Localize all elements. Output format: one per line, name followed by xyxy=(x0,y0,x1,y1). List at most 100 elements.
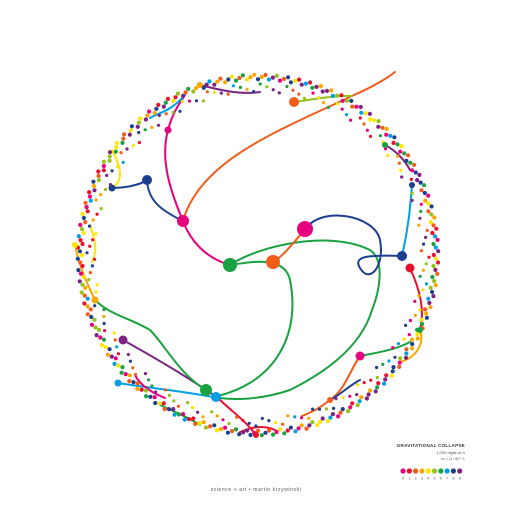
ring-digit-dot xyxy=(341,396,345,400)
ring-digit-dot xyxy=(334,397,338,401)
ring-digit-dot xyxy=(147,109,152,114)
ring-digit-dot xyxy=(94,232,98,236)
ring-digit-dot xyxy=(173,95,178,100)
ring-digit-dot xyxy=(84,205,89,210)
ring-digit-dot xyxy=(430,274,435,280)
ring-digit-dot xyxy=(127,132,132,137)
ring-digit-dot xyxy=(422,190,427,196)
ring-digit-dot xyxy=(212,90,216,94)
ring-digit-dot xyxy=(432,234,438,239)
ring-digit-dot xyxy=(265,85,269,89)
ring-digit-dot xyxy=(139,387,144,392)
ring-digit-dot xyxy=(348,394,352,398)
ring-digit-dot xyxy=(317,419,323,424)
ring-digit-dot xyxy=(420,321,425,327)
ring-digit-dot xyxy=(311,91,315,95)
ring-digit-dot xyxy=(267,419,271,423)
ring-digit-dot xyxy=(120,365,125,370)
ring-digit-dot xyxy=(156,123,161,127)
ring-digit-dot xyxy=(431,294,436,299)
digit-color-label: 2 xyxy=(415,477,417,481)
ring-digit-dot xyxy=(258,82,262,86)
ring-digit-dot xyxy=(76,268,81,273)
ring-digit-dot xyxy=(193,421,198,426)
ring-digit-dot xyxy=(115,345,119,349)
ring-digit-dot xyxy=(425,228,429,232)
ring-digit-dot xyxy=(201,415,205,419)
ring-digit-dot xyxy=(196,410,200,414)
ring-digit-dot xyxy=(101,163,106,169)
ring-digit-dot xyxy=(409,177,413,181)
legend-title: GRAVITATIONAL COLLAPSE xyxy=(396,443,465,448)
digit-color-swatch xyxy=(425,468,431,474)
ring-digit-dot xyxy=(392,135,397,140)
collapse-node xyxy=(409,182,415,188)
ring-digit-dot xyxy=(335,93,340,98)
collapse-node xyxy=(164,126,172,134)
ring-digit-dot xyxy=(368,117,373,122)
ring-digit-dot xyxy=(80,263,85,269)
ring-digit-dot xyxy=(218,76,223,81)
ring-digit-dot xyxy=(127,379,132,384)
collapse-node xyxy=(91,296,99,304)
ring-digit-dot xyxy=(248,75,253,80)
ring-digit-dot xyxy=(419,188,424,193)
ring-digit-dot xyxy=(191,89,196,94)
ring-digit-dot xyxy=(417,172,422,177)
legend-subtitle: 1,000 digits of π xyxy=(436,450,465,455)
ring-digit-dot xyxy=(237,75,242,81)
ring-digit-dot xyxy=(96,178,101,183)
ring-digit-dot xyxy=(271,88,275,92)
ring-digit-dot xyxy=(421,288,425,292)
ring-digit-dot xyxy=(426,296,431,301)
ring-digit-dot xyxy=(180,100,184,104)
ring-digit-dot xyxy=(102,321,106,326)
ring-digit-dot xyxy=(398,149,403,154)
ring-digit-dot xyxy=(126,352,130,357)
ring-digit-dot xyxy=(285,428,290,433)
ring-digit-dot xyxy=(281,76,287,81)
ring-digit-dot xyxy=(135,124,140,129)
ring-digit-dot xyxy=(427,300,432,305)
ring-digit-dot xyxy=(423,307,428,312)
ring-digit-dot xyxy=(310,85,315,90)
ring-digit-dot xyxy=(418,216,422,220)
ring-digit-dot xyxy=(116,164,120,168)
ring-digit-dot xyxy=(270,75,275,80)
ring-digit-dot xyxy=(99,193,103,197)
digit-color-swatch xyxy=(444,468,450,474)
ring-digit-dot xyxy=(96,327,101,332)
ring-digit-dot xyxy=(293,429,298,434)
ring-digit-dot xyxy=(154,106,159,111)
ring-digit-dot xyxy=(223,80,228,85)
ring-digit-dot xyxy=(367,111,372,116)
ring-digit-dot xyxy=(418,308,422,312)
ring-digit-dot xyxy=(229,74,234,79)
ring-digit-dot xyxy=(89,314,94,320)
ring-digit-dot xyxy=(431,223,436,228)
ring-digit-dot xyxy=(339,93,344,98)
ring-digit-dot xyxy=(83,200,88,205)
ring-digit-dot xyxy=(315,423,320,428)
connection-curve xyxy=(219,239,381,401)
ring-digit-dot xyxy=(156,102,161,107)
ring-digit-dot xyxy=(404,351,409,356)
connection-curve xyxy=(111,149,121,189)
connection-curve xyxy=(94,299,207,391)
collapse-node xyxy=(405,263,415,273)
ring-digit-dot xyxy=(150,384,154,388)
ring-digit-dot xyxy=(329,88,334,93)
ring-digit-dot xyxy=(112,331,116,335)
ring-digit-dot xyxy=(120,140,125,145)
ring-digit-dot xyxy=(114,145,119,150)
ring-digit-dot xyxy=(314,84,319,89)
ring-digit-dot xyxy=(413,313,417,317)
ring-digit-dot xyxy=(417,223,421,227)
ring-digit-dot xyxy=(364,396,369,401)
ring-digit-dot xyxy=(77,249,83,254)
ring-digit-dot xyxy=(349,98,354,103)
ring-digit-dot xyxy=(197,421,202,426)
ring-digit-dot xyxy=(88,271,92,275)
digit-color-label: 7 xyxy=(446,477,448,481)
ring-digit-dot xyxy=(368,134,373,138)
